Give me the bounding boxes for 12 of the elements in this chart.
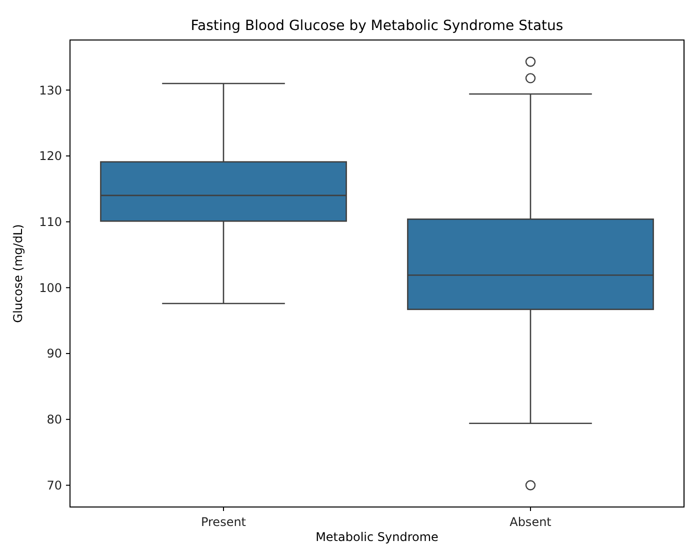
y-tick-label: 110: [39, 214, 62, 229]
x-tick-label: Absent: [510, 515, 552, 529]
y-tick-label: 100: [39, 280, 62, 295]
x-axis-title: Metabolic Syndrome: [316, 530, 438, 544]
y-tick-label: 120: [39, 149, 62, 164]
y-axis-title: Glucose (mg/dL): [11, 224, 25, 323]
y-tick-label: 130: [39, 83, 62, 98]
x-tick-label: Present: [200, 515, 246, 529]
y-tick-label: 80: [46, 412, 62, 427]
y-tick-label: 70: [46, 478, 62, 492]
chart-title: Fasting Blood Glucose by Metabolic Syndrome Status: [190, 18, 564, 34]
y-tick-label: 90: [46, 346, 62, 361]
